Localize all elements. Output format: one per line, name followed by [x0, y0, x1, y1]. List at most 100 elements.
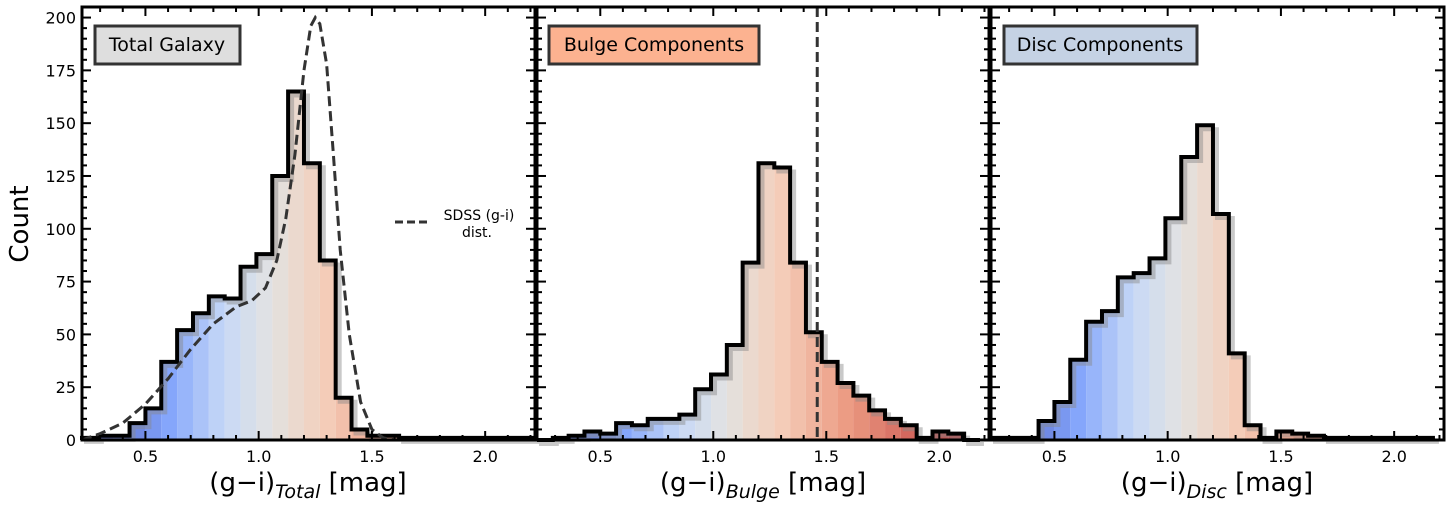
- axes: [535, 5, 991, 442]
- histogram-bar: [224, 298, 241, 440]
- axes: [80, 5, 537, 442]
- x-tick-label: 1.5: [1268, 447, 1293, 466]
- histogram-outline-shadow: [539, 165, 984, 446]
- histogram-bar: [711, 374, 727, 440]
- plot-frame: [80, 5, 537, 442]
- x-tick-label: 1.0: [701, 447, 726, 466]
- x-tick-label: 1.0: [246, 447, 271, 466]
- histogram-bar: [837, 382, 854, 440]
- overlays: [81, 14, 395, 442]
- histogram-bar: [1149, 258, 1166, 440]
- histogram-bar: [805, 332, 822, 440]
- x-tick-label: 0.5: [588, 447, 613, 466]
- y-tick-label: 0: [66, 431, 76, 450]
- x-axis-label-main: (g−i): [209, 468, 275, 498]
- tick-labels: 0.5 1.0 1.5 2.0 0 25 50 75 100 125 150 175 200: [45, 9, 497, 466]
- sdss-distribution-curve: [81, 14, 395, 442]
- panel-title-box: [1002, 24, 1199, 66]
- x-tick-label: 0.5: [133, 447, 158, 466]
- histogram-bar: [774, 167, 791, 440]
- panel-bulge-components: 0.5 1.0 1.5 2.0 Bulge Components (g−i)Bulge…: [535, 5, 991, 503]
- x-axis-label: (g−i)Total [mag]: [209, 468, 406, 503]
- histogram-outline-shadow: [84, 93, 539, 444]
- histogram-bar: [600, 433, 617, 440]
- histogram-bar: [383, 435, 400, 440]
- histogram-bar: [1070, 359, 1087, 440]
- histogram-bar: [1228, 353, 1245, 440]
- histogram-bar: [129, 423, 146, 440]
- panel-total-galaxy: 0.5 1.0 1.5 2.0 0 25 50 75 100 125 150 175 200 Total…: [45, 5, 539, 503]
- histogram-bar: [647, 418, 664, 440]
- histogram-bar: [900, 425, 917, 440]
- x-axis-label-sub: Total: [275, 481, 321, 503]
- legend-label: SDSS (g-i): [444, 208, 515, 224]
- histogram-bar: [1054, 401, 1071, 440]
- histogram-bar: [1181, 156, 1198, 440]
- histogram-bar: [932, 431, 949, 440]
- histogram-bar: [758, 163, 775, 441]
- legend: SDSS (g-i) dist.: [395, 208, 514, 241]
- histogram-bar: [335, 397, 352, 440]
- y-tick-label: 175: [45, 61, 76, 80]
- histogram-bar: [97, 435, 114, 440]
- x-axis-label-unit: [mag]: [1227, 468, 1313, 498]
- histogram-bar: [821, 361, 838, 440]
- histogram-bar: [616, 423, 632, 440]
- x-tick-label: 2.0: [927, 447, 952, 466]
- histogram-bar: [742, 262, 759, 440]
- histogram-bar: [853, 395, 870, 440]
- y-tick-label: 150: [45, 114, 76, 133]
- histogram-bar: [695, 389, 712, 440]
- x-tick-label: 1.5: [814, 447, 839, 466]
- x-tick-label: 2.0: [472, 447, 497, 466]
- legend-label-line2: dist.: [462, 225, 492, 241]
- tick-labels: 0.5 1.0 1.5 2.0: [588, 447, 952, 466]
- x-tick-label: 2.0: [1381, 447, 1406, 466]
- y-tick-label: 200: [45, 9, 76, 28]
- histogram-bar: [726, 344, 743, 440]
- histogram-bars: [537, 161, 984, 446]
- histogram-bar: [679, 414, 696, 440]
- y-axis-label: Count: [5, 185, 35, 262]
- histogram-bar: [1308, 435, 1324, 440]
- histogram-bar: [663, 418, 680, 440]
- x-axis-label: (g−i)Bulge [mag]: [660, 468, 866, 503]
- plot-frame: [989, 5, 1446, 442]
- tick-labels: 0.5 1.0 1.5 2.0: [1042, 447, 1407, 466]
- histogram-bar: [584, 431, 601, 440]
- histogram-bar: [631, 425, 648, 440]
- histogram-bar: [192, 313, 209, 440]
- histogram-outline: [989, 123, 1435, 440]
- y-tick-label: 50: [56, 325, 76, 344]
- histogram-bar: [1212, 213, 1229, 440]
- histogram-bar: [1244, 425, 1261, 440]
- histogram-bar: [177, 330, 193, 440]
- x-tick-label: 1.0: [1155, 447, 1180, 466]
- panel-title: Bulge Components: [547, 24, 761, 66]
- histogram-bar: [351, 429, 368, 440]
- histogram-bar: [1117, 277, 1134, 440]
- histogram-outline: [80, 89, 535, 440]
- histogram-bar: [113, 435, 130, 440]
- x-axis-label-main: (g−i): [1121, 468, 1187, 498]
- x-axis-label: (g−i)Disc [mag]: [1121, 468, 1313, 503]
- panel-title: Total Galaxy: [93, 24, 242, 66]
- histogram-bar: [208, 296, 225, 440]
- histogram-bar: [1086, 321, 1102, 440]
- histogram-bar: [1101, 311, 1118, 440]
- panel-title: Disc Components: [1002, 24, 1199, 66]
- histogram-bar: [319, 260, 336, 440]
- axes: [989, 5, 1446, 442]
- x-axis-label-sub: Disc: [1187, 481, 1228, 503]
- histogram-outline: [537, 161, 980, 442]
- panel-title-text: Disc Components: [1017, 34, 1184, 56]
- histogram-bars: [80, 89, 539, 444]
- histogram-bar: [145, 408, 162, 440]
- y-tick-label: 25: [56, 378, 76, 397]
- histogram-bar: [1133, 273, 1150, 440]
- histogram-bar: [1038, 420, 1055, 440]
- histogram-bar: [790, 262, 806, 440]
- histogram-bars: [989, 123, 1439, 444]
- histogram-bar: [1165, 218, 1182, 440]
